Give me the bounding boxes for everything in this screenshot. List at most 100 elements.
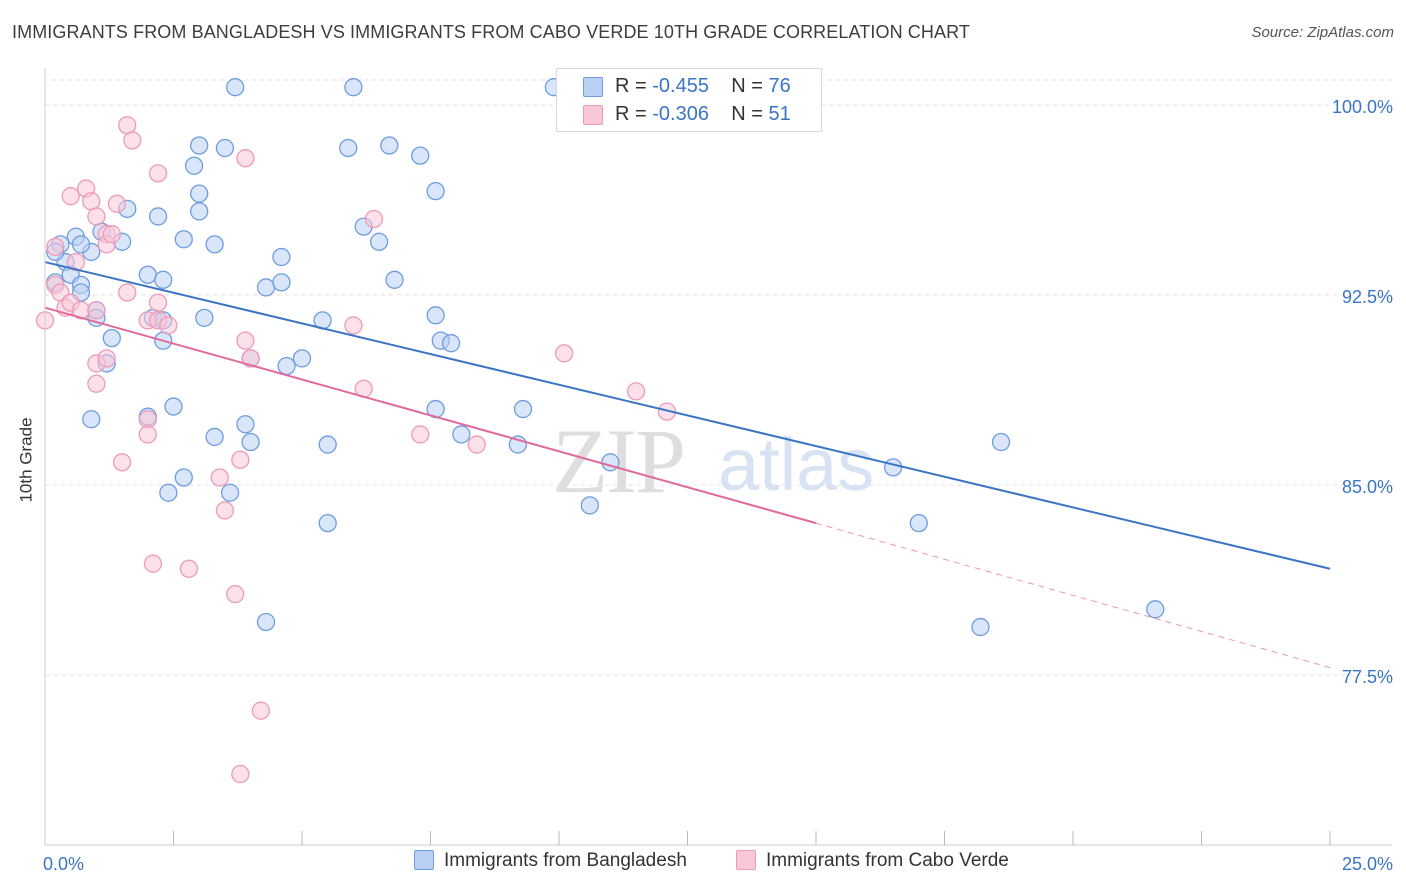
cabo-verde-trend-extension [815, 522, 1331, 669]
legend-r-value: -0.455 [652, 75, 709, 97]
bangladesh-point [344, 78, 363, 97]
bottom-legend-bangladesh: Immigrants from Bangladesh [414, 850, 687, 872]
cabo-verde-point [148, 164, 168, 183]
cabo-verde-point [236, 331, 255, 350]
legend-r-value: -0.306 [652, 103, 709, 125]
cabo-verde-point [411, 425, 430, 444]
bangladesh-point [385, 270, 404, 289]
bangladesh-point [220, 483, 240, 502]
bangladesh-point [991, 432, 1011, 452]
bangladesh-trend-line [44, 261, 1331, 570]
bangladesh-point [318, 435, 337, 454]
bangladesh-point [195, 308, 214, 327]
bangladesh-point [236, 415, 255, 434]
bangladesh-point [138, 265, 157, 284]
bangladesh-point [411, 146, 430, 165]
watermark-atlas: atlas [718, 423, 874, 506]
cabo-verde-point [118, 116, 137, 135]
y-tick-label: 92.5% [1342, 287, 1393, 307]
cabo-verde-point [112, 453, 132, 472]
cabo-verde-point [179, 559, 199, 578]
bangladesh-point [71, 235, 91, 254]
bangladesh-point [226, 78, 245, 97]
bangladesh-point [883, 458, 903, 477]
cabo-verde-point [226, 584, 245, 604]
bangladesh-point [174, 230, 193, 249]
source-label: Source: ZipAtlas.com [1251, 24, 1394, 41]
legend-n-value: 51 [768, 103, 791, 125]
cabo-verde-point [82, 192, 101, 211]
cabo-verde-point [138, 425, 157, 444]
bangladesh-point [380, 136, 399, 155]
bangladesh-point [148, 207, 168, 226]
bangladesh-point [205, 427, 224, 447]
cabo-verde-point [554, 344, 574, 363]
bangladesh-point [164, 397, 183, 416]
legend-swatch-bangladesh [583, 77, 603, 97]
legend-n-label: N = [731, 75, 763, 97]
x-tick-label: 0.0% [43, 854, 84, 874]
y-axis-label: 10th Grade [16, 417, 36, 503]
y-tick-label: 100.0% [1332, 97, 1393, 117]
cabo-verde-point [241, 349, 260, 368]
bangladesh-point [292, 349, 312, 368]
cabo-verde-point [231, 764, 250, 784]
cabo-verde-point [626, 382, 646, 401]
bangladesh-point [369, 232, 389, 251]
bangladesh-point [184, 156, 204, 175]
bottom-legend-cabo-verde: Immigrants from Cabo Verde [736, 850, 1009, 872]
bangladesh-point [426, 306, 445, 325]
bangladesh-point [190, 184, 209, 203]
bangladesh-point [256, 612, 276, 632]
legend-stats: R = -0.455 N = 76 R = -0.306 N = 51 [556, 68, 822, 132]
bangladesh-point [580, 496, 599, 515]
cabo-verde-point [46, 237, 65, 257]
cabo-verde-point [143, 554, 163, 573]
cabo-verde-point [87, 207, 106, 226]
bottom-legend-label-bangladesh: Immigrants from Bangladesh [444, 850, 687, 871]
chart-title: IMMIGRANTS FROM BANGLADESH VS IMMIGRANTS… [12, 22, 970, 42]
cabo-verde-point [210, 468, 229, 487]
legend-r-label: R = [615, 103, 647, 125]
bangladesh-point [1146, 600, 1165, 619]
cabo-verde-point [251, 701, 271, 720]
bottom-legend-label-cabo-verde: Immigrants from Cabo Verde [766, 850, 1009, 871]
bangladesh-point [102, 328, 121, 348]
cabo-verde-point [107, 194, 127, 213]
bottom-legend-swatch-bangladesh [414, 850, 434, 870]
cabo-verde-point [364, 209, 384, 229]
cabo-verde-point [118, 283, 137, 302]
cabo-verde-point [97, 349, 116, 368]
bangladesh-point [174, 468, 193, 487]
cabo-verde-point [344, 316, 363, 335]
bangladesh-point [154, 270, 173, 289]
bangladesh-point [339, 138, 358, 158]
cabo-verde-point [215, 501, 235, 520]
bangladesh-point [241, 432, 260, 452]
bangladesh-point [272, 273, 291, 292]
bangladesh-point [277, 356, 296, 376]
cabo-verde-point [138, 410, 157, 429]
cabo-verde-point [61, 187, 80, 206]
legend-n-label: N = [731, 103, 763, 125]
bangladesh-point [318, 513, 337, 533]
bangladesh-point [272, 247, 291, 267]
y-tick-label: 85.0% [1342, 477, 1393, 497]
y-tick-label: 77.5% [1342, 667, 1393, 687]
bangladesh-point [159, 483, 178, 502]
cabo-verde-point [102, 225, 121, 244]
bottom-legend-swatch-cabo-verde [736, 850, 756, 870]
cabo-verde-point [87, 374, 106, 393]
bangladesh-point [190, 136, 209, 155]
cabo-verde-point [148, 293, 168, 312]
bangladesh-point [82, 410, 101, 429]
legend-r-label: R = [615, 75, 647, 97]
bangladesh-point [971, 617, 990, 637]
bangladesh-point [190, 202, 209, 221]
bangladesh-point [426, 181, 445, 201]
cabo-verde-trend-line [44, 306, 817, 525]
bangladesh-point [909, 513, 928, 533]
x-tick-label: 25.0% [1342, 854, 1393, 874]
bangladesh-point [215, 138, 235, 158]
